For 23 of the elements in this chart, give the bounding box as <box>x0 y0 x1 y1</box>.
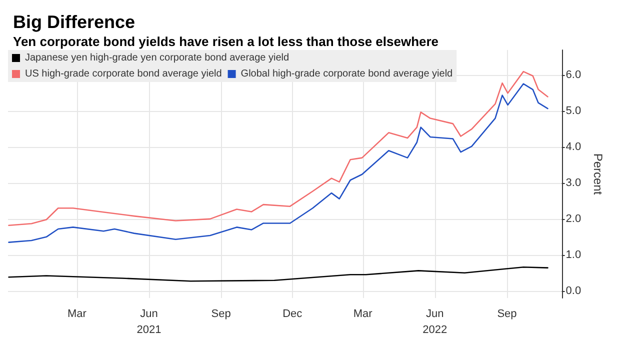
x-tick-label: Mar <box>67 308 87 320</box>
legend-label: Japanese yen high-grade yen corporate bond average yield <box>25 52 290 64</box>
x-tick-label: Sep <box>211 308 231 320</box>
y-tick-label: 3.0 <box>566 176 582 189</box>
y-tick-label: 0.0 <box>566 284 582 297</box>
legend-label: Global high-grade corporate bond average yield <box>240 68 453 80</box>
chart-title: Big Difference <box>13 12 136 32</box>
line-series <box>8 83 548 243</box>
x-tick-label: Sep <box>497 308 517 320</box>
y-tick-label: 6.0 <box>566 69 582 82</box>
x-tick-label: Jun 2021 <box>136 308 162 336</box>
x-tick-label: Jun 2022 <box>422 308 448 336</box>
y-tick-label: 1.0 <box>566 248 582 261</box>
line-series <box>8 70 548 226</box>
x-tick-label: Mar <box>353 308 373 320</box>
legend-label: US high-grade corporate bond average yield <box>25 68 222 80</box>
y-tick-label: 5.0 <box>566 105 582 118</box>
chart-subtitle: Yen corporate bond yields have risen a lot less than those elsewhere <box>13 34 439 49</box>
y-tick-label: 4.0 <box>566 141 582 154</box>
y-axis-title: Percent <box>591 153 605 196</box>
y-tick-label: 2.0 <box>566 212 582 225</box>
x-tick-label: Dec <box>282 308 303 320</box>
line-series <box>8 266 548 282</box>
